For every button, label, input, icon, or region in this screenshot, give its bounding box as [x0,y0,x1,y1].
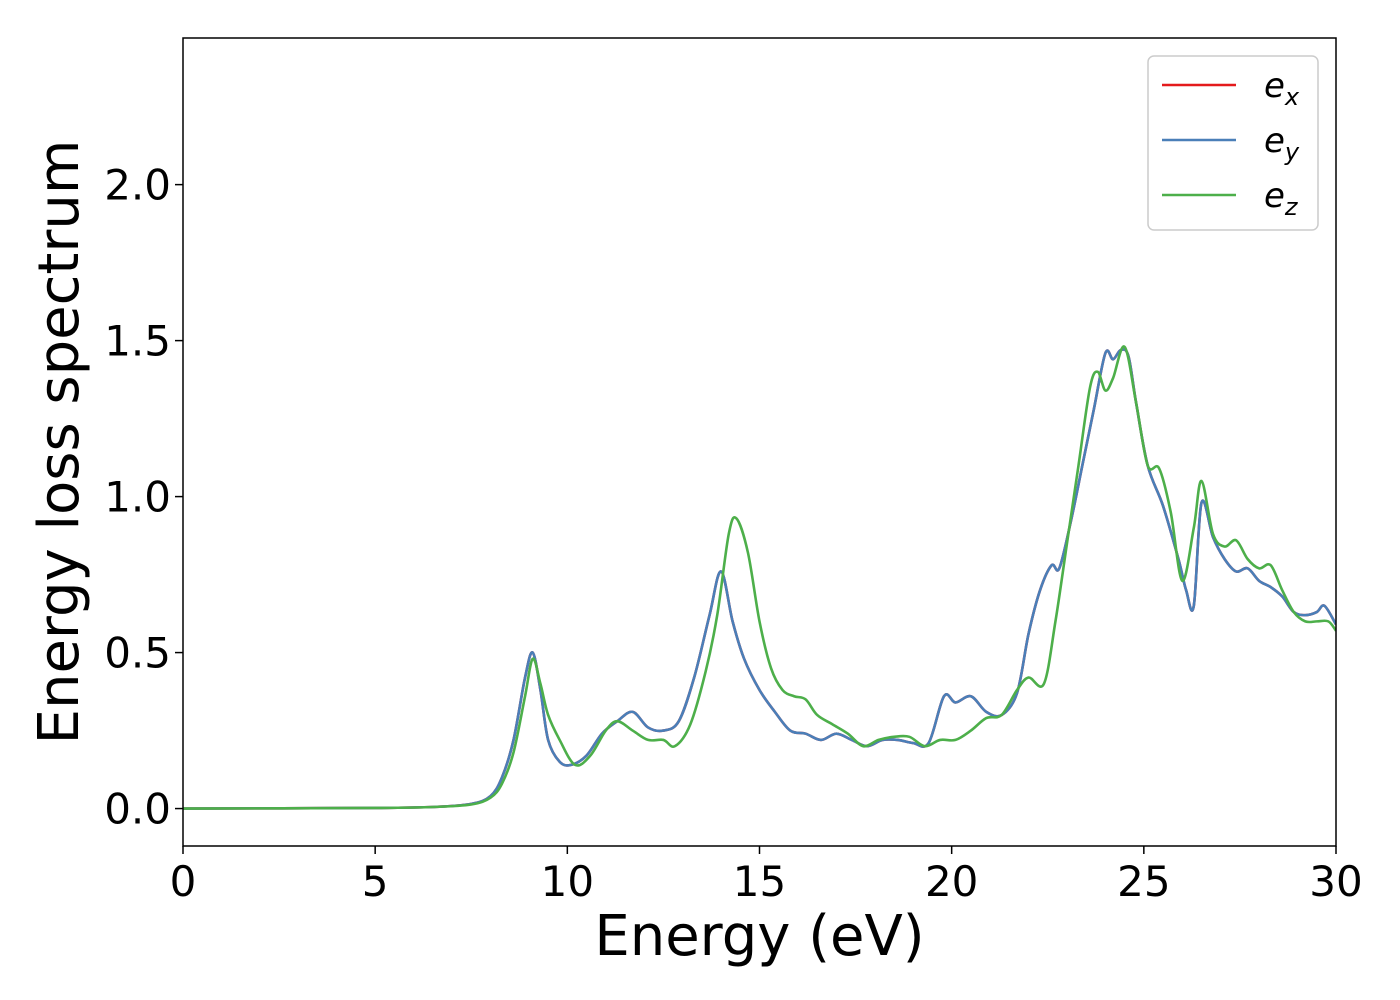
x-tick-label: 10 [541,857,594,906]
y-tick-label: 2.0 [104,161,171,210]
y-tick-label: 1.0 [104,473,171,522]
x-tick-label: 25 [1117,857,1170,906]
legend-label-base: e [1264,176,1285,216]
legend-label-subscript: y [1284,138,1300,166]
legend-box [1147,55,1319,231]
y-axis-ticks: 0.0 0.5 1.0 1.5 2.0 [104,161,183,834]
legend-label-x: ex [1264,66,1300,111]
x-tick-label: 20 [925,857,978,906]
x-axis-ticks: 0 5 10 15 20 25 30 [170,846,1363,906]
series-line-z [183,345,1336,810]
plot-area [183,345,1336,810]
y-tick-label: 0.5 [104,629,171,678]
legend-label-z: ez [1264,176,1299,221]
legend-label-base: e [1264,121,1285,161]
legend-label-base: e [1264,66,1285,106]
x-tick-label: 5 [362,857,389,906]
series-line-x [183,348,1336,810]
y-tick-label: 1.5 [104,317,171,366]
legend-label-y: ey [1264,121,1300,166]
x-tick-label: 30 [1309,857,1362,906]
x-axis-title: Energy (eV) [594,904,924,969]
series-line-y [183,348,1336,810]
legend-label-subscript: x [1284,83,1300,111]
legend-label-subscript: z [1284,193,1299,221]
x-tick-label: 0 [170,857,197,906]
y-axis-title: Energy loss spectrum [27,140,92,745]
x-tick-label: 15 [733,857,786,906]
y-tick-label: 0.0 [104,785,171,834]
